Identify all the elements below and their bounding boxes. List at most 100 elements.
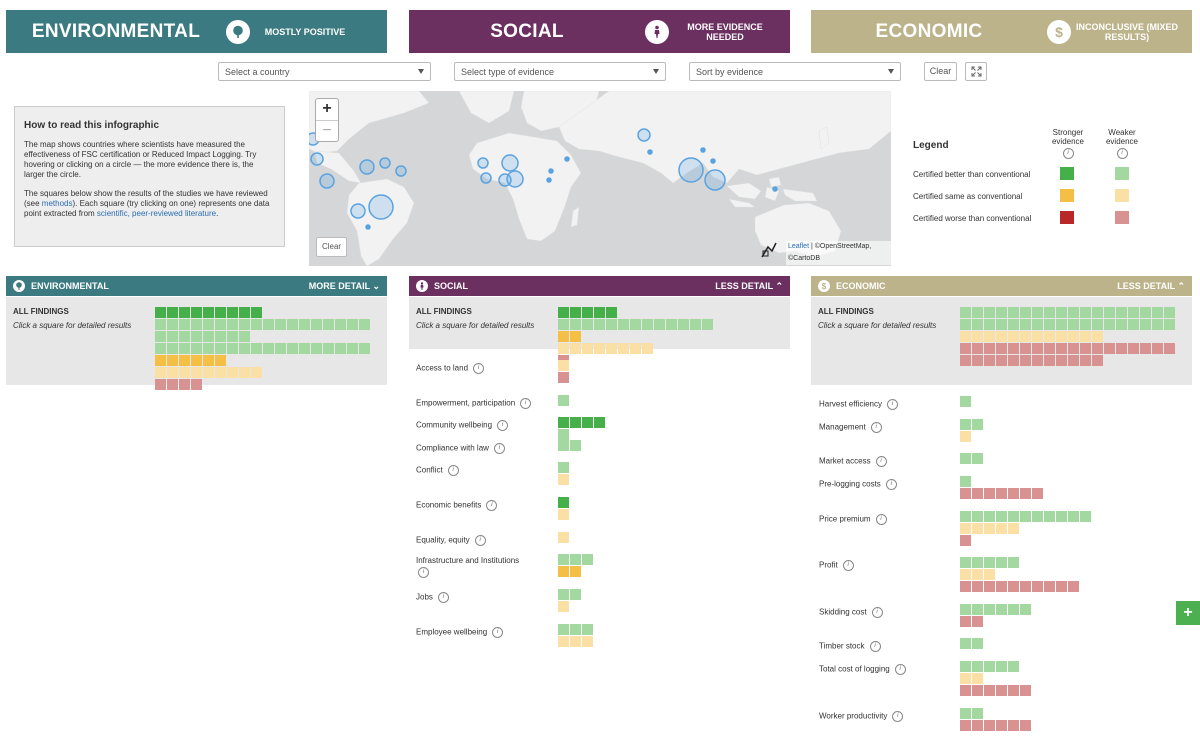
finding-square[interactable] xyxy=(1056,581,1067,592)
finding-square[interactable] xyxy=(167,379,178,390)
evidence-circle[interactable] xyxy=(310,152,324,166)
finding-square[interactable] xyxy=(1020,319,1031,330)
finding-square[interactable] xyxy=(323,343,334,354)
finding-square[interactable] xyxy=(1068,343,1079,354)
finding-square[interactable] xyxy=(155,355,166,366)
finding-square[interactable] xyxy=(203,343,214,354)
social-detail-toggle[interactable]: LESS DETAIL ⌃ xyxy=(715,280,783,291)
finding-square[interactable] xyxy=(984,720,995,731)
finding-square[interactable] xyxy=(972,355,983,366)
info-icon[interactable]: i xyxy=(493,443,505,454)
finding-square[interactable] xyxy=(155,307,166,318)
finding-square[interactable] xyxy=(702,319,713,330)
evidence-circle[interactable] xyxy=(319,173,335,189)
finding-square[interactable] xyxy=(251,319,262,330)
finding-square[interactable] xyxy=(1128,307,1139,318)
evidence-circle[interactable] xyxy=(700,147,706,153)
finding-square[interactable] xyxy=(347,319,358,330)
evidence-circle[interactable] xyxy=(350,203,366,219)
finding-square[interactable] xyxy=(570,589,581,600)
finding-square[interactable] xyxy=(582,307,593,318)
finding-square[interactable] xyxy=(167,319,178,330)
finding-square[interactable] xyxy=(960,523,971,534)
finding-square[interactable] xyxy=(558,331,569,342)
finding-square[interactable] xyxy=(1092,343,1103,354)
finding-square[interactable] xyxy=(311,319,322,330)
finding-square[interactable] xyxy=(155,379,166,390)
finding-square[interactable] xyxy=(191,379,202,390)
finding-square[interactable] xyxy=(984,557,995,568)
finding-square[interactable] xyxy=(359,343,370,354)
finding-square[interactable] xyxy=(972,604,983,615)
info-icon[interactable]: i xyxy=(486,500,498,511)
finding-square[interactable] xyxy=(996,343,1007,354)
finding-square[interactable] xyxy=(972,557,983,568)
finding-square[interactable] xyxy=(155,367,166,378)
finding-square[interactable] xyxy=(1080,343,1091,354)
finding-square[interactable] xyxy=(1128,343,1139,354)
finding-square[interactable] xyxy=(251,343,262,354)
finding-square[interactable] xyxy=(1020,488,1031,499)
finding-square[interactable] xyxy=(179,307,190,318)
fullscreen-button[interactable] xyxy=(965,62,987,81)
environmental-banner[interactable]: ENVIRONMENTAL MOSTLY POSITIVE xyxy=(6,10,387,53)
finding-square[interactable] xyxy=(618,319,629,330)
evidence-circle[interactable] xyxy=(546,177,552,183)
finding-square[interactable] xyxy=(630,343,641,354)
finding-square[interactable] xyxy=(960,355,971,366)
finding-square[interactable] xyxy=(960,396,971,407)
finding-square[interactable] xyxy=(239,331,250,342)
finding-square[interactable] xyxy=(960,453,971,464)
evidence-circle[interactable] xyxy=(772,186,778,192)
finding-square[interactable] xyxy=(984,331,995,342)
finding-square[interactable] xyxy=(570,417,581,428)
finding-square[interactable] xyxy=(203,367,214,378)
finding-square[interactable] xyxy=(570,554,581,565)
leaflet-link[interactable]: Leaflet xyxy=(788,243,810,250)
finding-square[interactable] xyxy=(558,307,569,318)
finding-square[interactable] xyxy=(642,319,653,330)
finding-square[interactable] xyxy=(1008,343,1019,354)
finding-square[interactable] xyxy=(1056,319,1067,330)
finding-square[interactable] xyxy=(1068,331,1079,342)
evidence-circle[interactable] xyxy=(704,169,726,191)
info-icon[interactable]: i xyxy=(447,465,459,476)
finding-square[interactable] xyxy=(227,319,238,330)
finding-square[interactable] xyxy=(263,319,274,330)
finding-square[interactable] xyxy=(191,343,202,354)
finding-square[interactable] xyxy=(1164,319,1175,330)
finding-square[interactable] xyxy=(1068,511,1079,522)
finding-square[interactable] xyxy=(570,624,581,635)
finding-square[interactable] xyxy=(996,511,1007,522)
finding-square[interactable] xyxy=(558,601,569,612)
info-icon[interactable]: i xyxy=(1062,148,1074,159)
finding-square[interactable] xyxy=(239,307,250,318)
finding-square[interactable] xyxy=(1056,343,1067,354)
finding-square[interactable] xyxy=(558,440,569,451)
evidence-circle[interactable] xyxy=(678,157,704,183)
finding-square[interactable] xyxy=(1008,488,1019,499)
finding-square[interactable] xyxy=(1056,355,1067,366)
finding-square[interactable] xyxy=(972,419,983,430)
evidence-circle[interactable] xyxy=(710,158,716,164)
finding-square[interactable] xyxy=(972,685,983,696)
finding-square[interactable] xyxy=(996,355,1007,366)
finding-square[interactable] xyxy=(606,307,617,318)
finding-square[interactable] xyxy=(215,307,226,318)
evidence-type-select[interactable]: Select type of evidence xyxy=(454,62,666,81)
finding-square[interactable] xyxy=(155,343,166,354)
finding-square[interactable] xyxy=(1044,511,1055,522)
finding-square[interactable] xyxy=(1164,343,1175,354)
finding-square[interactable] xyxy=(972,343,983,354)
finding-square[interactable] xyxy=(972,720,983,731)
finding-square[interactable] xyxy=(275,343,286,354)
finding-square[interactable] xyxy=(1140,319,1151,330)
finding-square[interactable] xyxy=(654,319,665,330)
finding-square[interactable] xyxy=(984,604,995,615)
info-icon[interactable]: i xyxy=(875,456,887,467)
finding-square[interactable] xyxy=(972,453,983,464)
finding-square[interactable] xyxy=(984,569,995,580)
finding-square[interactable] xyxy=(1128,319,1139,330)
finding-square[interactable] xyxy=(960,661,971,672)
finding-square[interactable] xyxy=(1008,523,1019,534)
